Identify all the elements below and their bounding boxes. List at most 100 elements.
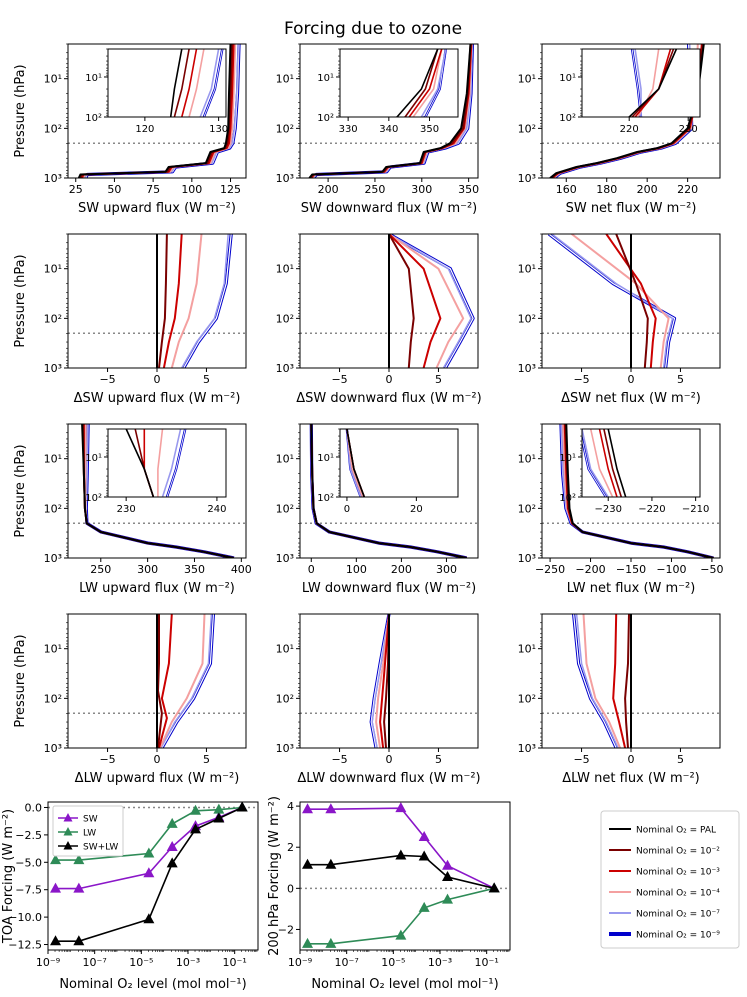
marker-LW [395,929,407,940]
x-axis-label: ΔSW downward flux (W m⁻²) [296,391,481,406]
forcing-legend: SW LW SW+LW [52,805,124,857]
y-tick-label: 10³ [276,362,294,375]
marker-SW [302,803,314,814]
y-tick-label: 2 [287,841,294,854]
x-tick-label: 240 [207,504,226,515]
series-line-1e-4 [410,49,443,117]
x-tick-label: −250 [535,563,565,576]
marker-SW+LW [73,935,85,946]
series-line-1e-4 [571,234,670,368]
main-legend-label: Nominal O₂ = 10⁻² [636,847,720,857]
y-tick-label: 10³ [44,172,62,185]
axes-frame [47,801,259,951]
series-line-1e-9-core [203,49,223,117]
forcing-legend-label: SW [83,815,98,825]
inset-lw_down: 0 20 10¹ 10² [317,428,459,515]
x-tick-label: 10⁻³ [176,956,200,969]
inset-frame [581,428,701,498]
y-tick-label: 10² [518,312,536,325]
x-tick-label: 0 [628,753,635,766]
x-tick-label: 10⁻⁹ [288,956,312,969]
x-tick-label: 0 [344,504,350,515]
y-tick-label: 10² [276,312,294,325]
axes-frame [299,43,479,179]
series-line-PAL [310,424,467,558]
y-tick-label: 10¹ [44,263,62,276]
series-lines [559,424,714,558]
series-line-1e-3 [180,49,198,117]
y-tick-label: 10¹ [518,453,536,466]
series-line-PAL [625,49,678,117]
panel-sw_up: 25 50 75 100 125 10¹ 10² 10³ SW upward flux (W m… [13,43,247,216]
series-line-1e-3 [406,49,443,117]
x-tick-label: 10⁻⁷ [83,956,107,969]
inset-frame [339,48,459,118]
x-tick-label: 10⁻³ [428,956,452,969]
series-line-1e-3 [612,614,627,748]
x-tick-label: 10⁻⁵ [381,956,405,969]
panel-dlw_up: −5 0 5 10¹ 10² 10³ ΔLW upward flux (W m⁻²) Pres… [13,613,247,786]
marker-SW [166,840,178,851]
series-line-1e-3 [598,429,619,497]
y-tick-label: 10¹ [85,73,102,84]
x-tick-label: 0 [386,373,393,386]
panel-dsw_net: −5 0 5 10¹ 10² 10³ ΔSW net flux (W m⁻²) [518,233,721,406]
y-tick-label: 10² [44,312,62,325]
x-tick-label: 5 [203,373,210,386]
marker-SW [395,802,407,813]
x-axis-label: LW net flux (W m⁻²) [567,581,696,596]
marker-SW+LW [325,858,337,869]
marker-SW+LW [166,857,178,868]
panel-forcing_200hpa: 10⁻⁹ 10⁻⁷ 10⁻⁵ 10⁻³ 10⁻¹ 4 2 0 −2 Nominal O₂ leve… [267,796,511,992]
x-tick-label: 130 [209,124,228,135]
y-tick-label: 10¹ [85,453,102,464]
series-line-PAL [607,429,628,497]
x-tick-label: −150 [616,563,646,576]
marker-LW [50,854,62,865]
x-tick-label: 0 [308,563,315,576]
panel-sw_net: 160 180 200 220 10¹ 10² 10³ SW net flux (W m⁻²)… [518,43,721,216]
y-tick-label: 10³ [276,172,294,185]
x-tick-label: 300 [436,563,457,576]
y-tick-label: 10² [518,122,536,135]
x-tick-label: 200 [637,183,658,196]
series-line-PAL [81,424,235,558]
x-axis-label: Nominal O₂ level (mol mol⁻¹) [311,977,498,992]
x-tick-label: 250 [364,183,385,196]
series-line-PAL [565,424,714,558]
y-tick-label: 0.0 [25,801,43,814]
series-line-1e-4 [157,429,164,497]
series-line-1e-7 [160,614,213,748]
x-axis-label: ΔSW upward flux (W m⁻²) [74,391,241,406]
series-lines [309,424,468,558]
x-tick-label: −5 [99,373,115,386]
series-line-1e-3 [162,234,183,368]
series-line-PAL [308,44,472,178]
y-tick-label: 10¹ [276,73,294,86]
y-tick-label: −2.5 [15,829,42,842]
series-lines [156,234,233,368]
x-axis-label: SW net flux (W m⁻²) [566,201,697,216]
marker-SW+LW [418,850,430,861]
x-tick-label: 10⁻⁷ [335,956,359,969]
marker-SW+LW [213,812,225,823]
panel-toa_forcing: 10⁻⁹ 10⁻⁷ 10⁻⁵ 10⁻³ 10⁻¹ 0.0 −2.5 −5.0 −7.5 −10.0… [1,801,259,992]
series-lines [125,429,187,497]
series-line-1e-9-core [183,234,232,368]
panel-dlw_net: −5 0 5 10¹ 10² 10³ ΔLW net flux (W m⁻²) [518,613,721,786]
x-tick-label: 0 [628,373,635,386]
x-tick-label: 120 [135,124,154,135]
x-tick-label: 5 [435,373,442,386]
y-tick-label: 10¹ [276,263,294,276]
series-line-1e-7 [199,49,220,117]
x-tick-label: 0 [386,753,393,766]
x-tick-label: 0 [154,373,161,386]
marker-SW+LW [50,935,62,946]
series-lines [169,49,224,117]
y-tick-label: 10¹ [317,73,334,84]
series-line-1e-7 [161,429,182,497]
x-tick-label: −5 [99,753,115,766]
y-axis-label: 200 hPa Forcing (W m⁻²) [267,796,282,956]
